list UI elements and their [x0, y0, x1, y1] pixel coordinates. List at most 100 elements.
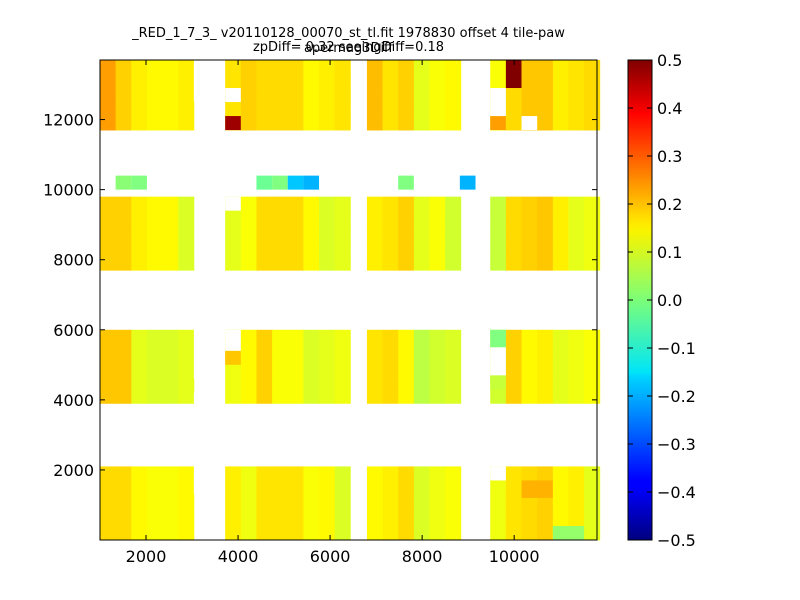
heatmap-cell	[429, 361, 446, 376]
heatmap-cell	[521, 196, 538, 201]
heatmap-cell-outlier	[115, 175, 132, 190]
heatmap-cell-outlier	[303, 175, 320, 190]
heatmap-cell	[445, 74, 462, 89]
heatmap-cell	[256, 116, 273, 131]
heatmap-cell	[100, 375, 117, 390]
heatmap-cell	[505, 116, 522, 131]
heatmap-cell	[303, 228, 320, 243]
heatmap-cell	[445, 333, 462, 348]
heatmap-cell	[162, 102, 179, 117]
heatmap-cell	[131, 196, 148, 201]
chart-subtitle: zpDiff= 0.32 seeingDiff=0.18	[252, 40, 445, 55]
heatmap-cell	[445, 466, 462, 471]
heatmap-cell	[490, 389, 507, 404]
heatmap-cell	[178, 375, 195, 390]
heatmap-cell	[319, 389, 336, 404]
heatmap-cell	[162, 483, 179, 499]
heatmap-cell	[429, 74, 446, 89]
heatmap-cell	[162, 497, 179, 513]
heatmap-cell	[287, 375, 304, 390]
heatmap-cell	[272, 196, 289, 201]
y-tick-label: 2000	[53, 461, 94, 480]
heatmap-cell	[382, 60, 399, 75]
heatmap-cell	[584, 102, 601, 117]
heatmap-cell	[334, 242, 351, 257]
heatmap-cell	[521, 375, 538, 390]
heatmap-cell	[366, 329, 383, 334]
heatmap-cell	[552, 242, 569, 257]
heatmap-cell	[413, 116, 430, 131]
heatmap-cell	[584, 74, 601, 89]
heatmap-cell	[382, 525, 399, 541]
heatmap-cell	[240, 214, 257, 229]
heatmap-cell	[398, 329, 415, 334]
heatmap-cell	[115, 375, 132, 390]
heatmap-cell	[319, 469, 336, 485]
heatmap-cell	[162, 525, 179, 541]
heatmap-cell	[131, 88, 148, 103]
heatmap-cell	[568, 88, 585, 103]
x-tick-label: 6000	[310, 547, 351, 566]
heatmap-cell	[366, 497, 383, 513]
heatmap-cell	[537, 375, 554, 390]
heatmap-cell	[334, 361, 351, 376]
heatmap-cell	[225, 256, 242, 271]
heatmap-cell	[382, 469, 399, 485]
heatmap-cell	[382, 74, 399, 89]
heatmap-cell	[429, 200, 446, 215]
heatmap-cell	[146, 361, 163, 376]
heatmap-cell	[398, 525, 415, 541]
heatmap-cell	[303, 256, 320, 271]
heatmap-cell	[445, 469, 462, 485]
heatmap-cell	[100, 347, 117, 362]
heatmap-cell	[178, 469, 195, 485]
heatmap-cell	[319, 375, 336, 390]
heatmap-cell	[334, 511, 351, 527]
colorbar-tick-label: 0.0	[657, 291, 682, 310]
heatmap-cell	[100, 469, 117, 485]
heatmap-cell	[366, 214, 383, 229]
heatmap-cell	[225, 242, 242, 257]
heatmap-cell	[115, 361, 132, 376]
heatmap-cell	[398, 242, 415, 257]
heatmap-cell	[287, 525, 304, 541]
heatmap-cell	[398, 214, 415, 229]
heatmap-cell	[240, 88, 257, 103]
heatmap-cell	[398, 347, 415, 362]
heatmap-cell	[240, 256, 257, 271]
heatmap-cell	[178, 242, 195, 257]
heatmap-cell	[398, 497, 415, 513]
heatmap-cell	[272, 511, 289, 527]
heatmap-cell	[584, 389, 601, 404]
heatmap-cell	[100, 116, 117, 131]
heatmap-cell	[552, 74, 569, 89]
heatmap-cell	[319, 329, 336, 334]
heatmap-cell	[413, 102, 430, 117]
heatmap-cell	[115, 214, 132, 229]
heatmap-cell	[225, 228, 242, 243]
heatmap-cell	[521, 256, 538, 271]
heatmap-cell	[366, 361, 383, 376]
heatmap-cell	[146, 200, 163, 215]
heatmap-cell	[366, 60, 383, 75]
heatmap-cell	[366, 466, 383, 471]
heatmap-cell	[100, 214, 117, 229]
heatmap-cell	[115, 228, 132, 243]
heatmap-cell	[552, 469, 569, 485]
heatmap-cell	[584, 469, 601, 485]
heatmap-cell	[272, 497, 289, 513]
heatmap-cell	[505, 361, 522, 376]
heatmap-cell	[146, 466, 163, 471]
heatmap-cell	[287, 196, 304, 201]
heatmap-cell	[131, 525, 148, 541]
heatmap-cell	[445, 256, 462, 271]
heatmap-cell	[429, 483, 446, 499]
heatmap-cell	[413, 525, 430, 541]
heatmap-cell-outlier	[505, 60, 522, 89]
heatmap-cell	[445, 60, 462, 75]
heatmap-cell	[100, 74, 117, 89]
heatmap-cell	[100, 196, 117, 201]
heatmap-cell	[225, 60, 242, 75]
heatmap-cell	[178, 497, 195, 513]
heatmap-cell	[303, 242, 320, 257]
